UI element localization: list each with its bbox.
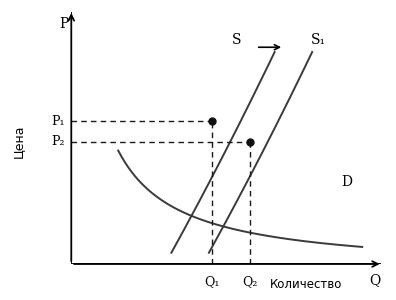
Text: Цена: Цена xyxy=(11,125,25,158)
Text: Q: Q xyxy=(369,273,381,287)
Text: S₁: S₁ xyxy=(311,33,326,46)
Text: Q₂: Q₂ xyxy=(242,275,257,289)
Text: Количество: Количество xyxy=(270,278,342,291)
Text: P₂: P₂ xyxy=(51,135,65,148)
Text: P₁: P₁ xyxy=(51,115,65,128)
Text: P: P xyxy=(59,16,68,31)
Text: Q₁: Q₁ xyxy=(204,275,220,289)
Text: D: D xyxy=(341,176,352,189)
Text: S: S xyxy=(232,33,242,46)
